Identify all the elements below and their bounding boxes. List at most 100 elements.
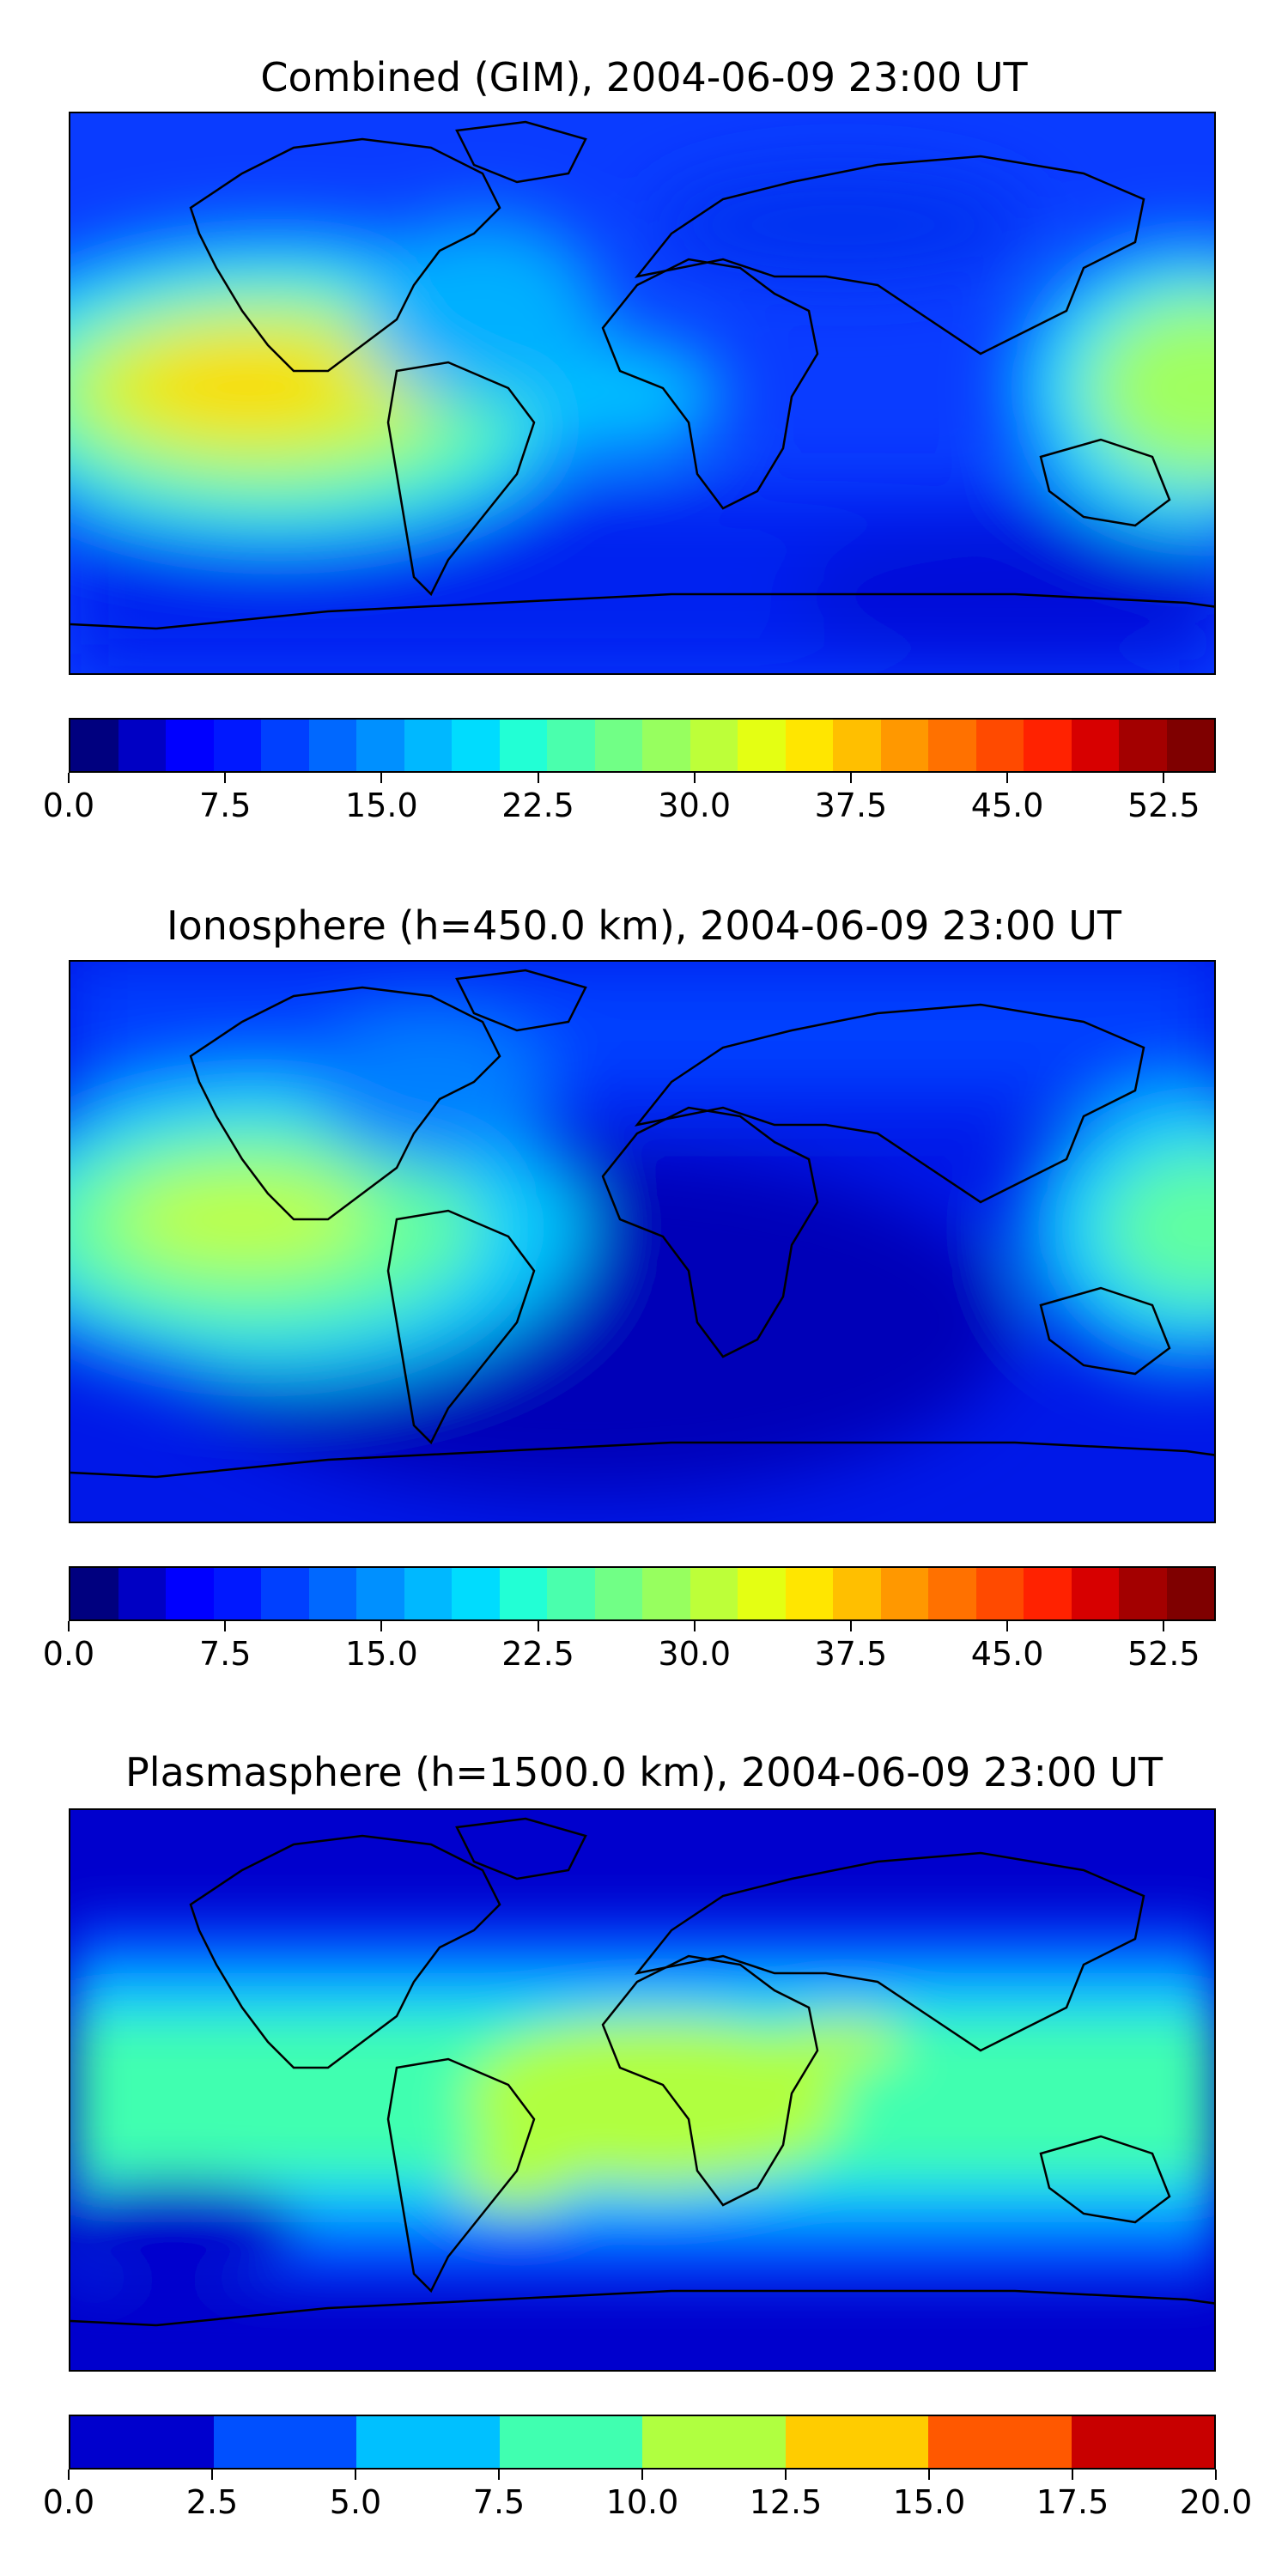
colorbar-tick: [693, 1621, 696, 1631]
colorbar-tick: [68, 1621, 70, 1631]
colorbar-segment: [642, 720, 690, 771]
colorbar-tick: [1072, 2470, 1073, 2480]
colorbar-tick-label: 12.5: [749, 2483, 823, 2521]
colorbar-tick-label: 30.0: [658, 787, 732, 824]
map-svg-ionosphere: [70, 962, 1214, 1522]
colorbar-segment: [356, 1568, 404, 1619]
colorbar-segment: [404, 1568, 452, 1619]
colorbar-tick-label: 10.0: [605, 2483, 679, 2521]
colorbar-segment: [785, 720, 833, 771]
map-svg-plasmasphere: [70, 1810, 1214, 2370]
colorbar-tick: [380, 1621, 383, 1631]
colorbar-tick: [498, 2470, 500, 2480]
colorbar-segment: [499, 1568, 547, 1619]
colorbar-segment: [70, 2416, 214, 2468]
colorbar-tick-label: 0.0: [42, 787, 95, 824]
coastlines: [70, 1817, 1214, 2327]
colorbar-segment: [404, 720, 452, 771]
colorbar-tick: [849, 773, 852, 783]
colorbar-tick: [1006, 1621, 1009, 1631]
colorbar-segment: [213, 1568, 261, 1619]
colorbar-segment: [1071, 2416, 1214, 2468]
colorbar-tick-label: 22.5: [501, 1635, 574, 1673]
colorbar-segment: [1119, 720, 1167, 771]
colorbar-tick: [537, 1621, 539, 1631]
colorbar-tick: [785, 2470, 787, 2480]
colorbar-tick: [928, 2470, 930, 2480]
colorbar-segment: [690, 1568, 738, 1619]
colorbar-segment: [547, 1568, 595, 1619]
colorbar-tick-label: 45.0: [970, 787, 1044, 824]
colorbar-segment: [452, 1568, 500, 1619]
colorbar-segment: [1024, 720, 1072, 771]
colorbar-combined: [69, 718, 1216, 773]
colorbar-tick-label: 22.5: [501, 787, 574, 824]
colorbar-segment: [928, 720, 976, 771]
colorbar-segment: [213, 2416, 356, 2468]
colorbar-ticks-plasmasphere: 0.0 2.5 5.0 7.5 10.0 12.5 15.0 17.5 20.0: [43, 2470, 1252, 2521]
colorbar-segment: [118, 720, 166, 771]
colorbar-tick: [224, 1621, 227, 1631]
colorbar-tick-label: 37.5: [814, 1635, 888, 1673]
colorbar-segment: [642, 1568, 690, 1619]
colorbar-segment: [1071, 720, 1119, 771]
colorbar-segment: [213, 720, 261, 771]
colorbar-tick-label: 7.5: [472, 2483, 526, 2521]
map-ionosphere: [69, 960, 1216, 1523]
colorbar-segment: [1166, 720, 1214, 771]
colorbar-segment: [166, 720, 214, 771]
colorbar-tick: [693, 773, 696, 783]
map-svg-combined: [70, 113, 1214, 673]
colorbar-segment: [356, 720, 404, 771]
colorbar-segment: [642, 2416, 786, 2468]
colorbar-tick-label: 45.0: [970, 1635, 1044, 1673]
colorbar-segment: [738, 1568, 786, 1619]
panel-title-combined: Combined (GIM), 2004-06-09 23:00 UT: [260, 54, 1028, 100]
colorbar-segment: [833, 1568, 881, 1619]
colorbar-tick-label: 5.0: [329, 2483, 382, 2521]
colorbar-segment: [690, 720, 738, 771]
colorbar-tick: [849, 1621, 852, 1631]
colorbar-tick: [1163, 773, 1165, 783]
colorbar-tick: [380, 773, 383, 783]
colorbar-segment: [308, 720, 356, 771]
colorbar-ticks-ionosphere: 0.0 7.5 15.0 22.5 30.0 37.5 45.0 52.5: [43, 1621, 1216, 1673]
colorbar-segment: [1071, 1568, 1119, 1619]
colorbar-segment: [499, 720, 547, 771]
colorbar-segment: [833, 720, 881, 771]
colorbar-tick-label: 17.5: [1036, 2483, 1109, 2521]
colorbar-tick: [68, 2470, 70, 2480]
colorbar-segment: [499, 2416, 642, 2468]
panel-title-ionosphere: Ionosphere (h=450.0 km), 2004-06-09 23:0…: [167, 902, 1121, 949]
coastlines: [70, 969, 1214, 1479]
colorbar-tick-label: 7.5: [198, 1635, 252, 1673]
colorbar-segment: [70, 1568, 118, 1619]
colorbar-segment: [1119, 1568, 1167, 1619]
colorbar-segment: [928, 1568, 976, 1619]
tec-field-ionosphere: [70, 962, 1214, 1494]
colorbar-segment: [975, 720, 1024, 771]
colorbar-segment: [1166, 1568, 1214, 1619]
colorbar-tick-label: 15.0: [892, 2483, 966, 2521]
colorbar-tick: [537, 773, 539, 783]
colorbar-tick-label: 52.5: [1127, 787, 1200, 824]
colorbar-segment: [594, 1568, 642, 1619]
colorbar-segment: [1024, 1568, 1072, 1619]
colorbar-tick-label: 15.0: [345, 1635, 418, 1673]
colorbar-tick: [1163, 1621, 1165, 1631]
colorbar-segment: [261, 720, 309, 771]
colorbar-segment: [308, 1568, 356, 1619]
colorbar-tick-label: 7.5: [198, 787, 252, 824]
colorbar-segment: [738, 720, 786, 771]
colorbar-tick: [68, 773, 70, 783]
colorbar-tick: [641, 2470, 643, 2480]
colorbar-segment: [785, 2416, 928, 2468]
colorbar-tick: [224, 773, 227, 783]
colorbar-tick-label: 2.5: [185, 2483, 239, 2521]
panel-title-plasmasphere: Plasmasphere (h=1500.0 km), 2004-06-09 2…: [125, 1749, 1163, 1795]
plasma-field: [70, 1922, 1214, 2282]
colorbar-tick-label: 37.5: [814, 787, 888, 824]
tec-field-combined: [70, 173, 1214, 673]
colorbar-segment: [118, 1568, 166, 1619]
colorbar-tick: [355, 2470, 356, 2480]
